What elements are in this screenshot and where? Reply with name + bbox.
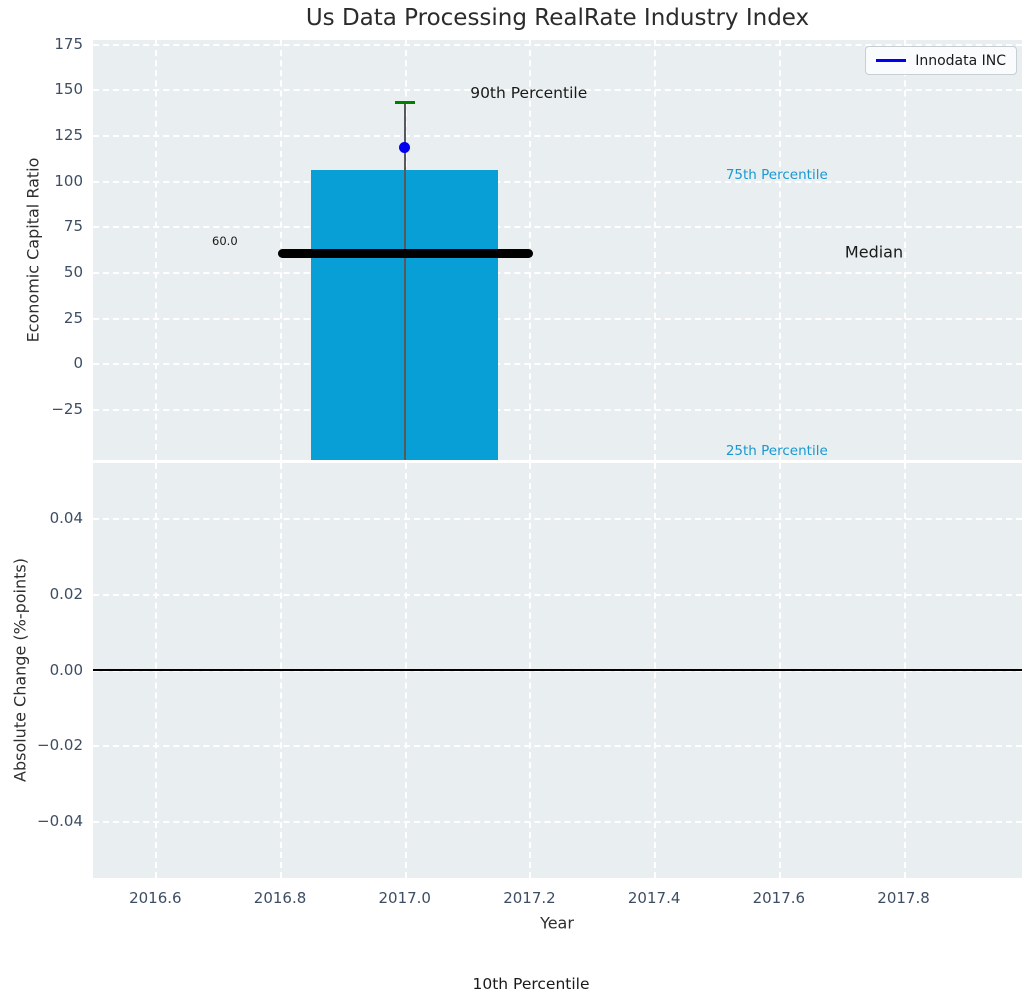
annotation-p25: 25th Percentile bbox=[725, 442, 828, 459]
gridline-vertical bbox=[654, 40, 657, 460]
x-tick-label: 2017.2 bbox=[503, 889, 556, 907]
zero-line bbox=[93, 668, 1022, 671]
gridline-horizontal bbox=[93, 317, 1022, 320]
gridline-vertical bbox=[903, 40, 906, 460]
y-tick-label: 0.04 bbox=[49, 508, 83, 527]
company-point-innodata bbox=[399, 142, 411, 154]
gridline-vertical bbox=[155, 40, 158, 460]
x-tick-label: 2017.6 bbox=[752, 889, 806, 907]
annotation-median-value: 60.0 bbox=[212, 233, 238, 248]
x-axis-label: Year bbox=[540, 913, 574, 933]
whisker-line bbox=[403, 102, 406, 460]
chart-title: Us Data Processing RealRate Industry Ind… bbox=[305, 5, 810, 31]
tenth-percentile-annotation: 10th Percentile bbox=[472, 975, 590, 993]
gridline-horizontal bbox=[93, 593, 1022, 596]
x-tick-label: 2017.0 bbox=[378, 889, 431, 907]
gridline-horizontal bbox=[93, 363, 1022, 366]
y-tick-label: 0.00 bbox=[49, 660, 83, 679]
median-line bbox=[278, 249, 534, 259]
legend-label: Innodata INC bbox=[915, 52, 1006, 69]
top-axes: 60.0 90th Percentile 75th Percentile Median… bbox=[93, 40, 1022, 460]
y-tick-label: −25 bbox=[51, 399, 83, 418]
annotation-p90: 90th Percentile bbox=[470, 83, 588, 102]
bottom-axes bbox=[93, 463, 1022, 878]
gridline-horizontal bbox=[93, 669, 1022, 672]
y-tick-label: 75 bbox=[63, 217, 83, 236]
legend: Innodata INC bbox=[865, 46, 1017, 75]
top-y-axis-label: Economic Capital Ratio bbox=[23, 157, 43, 343]
gridline-horizontal bbox=[93, 745, 1022, 748]
gridline-horizontal bbox=[93, 271, 1022, 274]
annotation-median: Median bbox=[844, 242, 904, 262]
gridline-horizontal bbox=[93, 821, 1022, 824]
x-tick-label: 2017.8 bbox=[877, 889, 930, 907]
legend-line-sample bbox=[876, 59, 907, 62]
gridline-horizontal bbox=[93, 408, 1022, 411]
y-tick-label: −0.04 bbox=[37, 812, 83, 831]
gridline-horizontal bbox=[93, 89, 1022, 92]
gridline-horizontal bbox=[93, 43, 1022, 46]
gridline-horizontal bbox=[93, 226, 1022, 229]
y-tick-label: −0.02 bbox=[37, 736, 83, 755]
y-tick-label: 100 bbox=[54, 171, 83, 190]
gridline-horizontal bbox=[93, 134, 1022, 137]
y-tick-label: 175 bbox=[54, 34, 83, 53]
gridline-vertical bbox=[778, 40, 781, 460]
y-tick-label: 0.02 bbox=[49, 584, 83, 603]
x-tick-label: 2017.4 bbox=[627, 889, 681, 907]
gridline-horizontal bbox=[93, 517, 1022, 520]
y-tick-label: 50 bbox=[63, 262, 83, 281]
whisker-cap-90th-percentile bbox=[394, 100, 415, 104]
x-tick-label: 2016.8 bbox=[253, 889, 307, 907]
y-tick-label: 0 bbox=[73, 354, 83, 373]
bottom-y-axis-label: Absolute Change (%-points) bbox=[10, 558, 30, 782]
annotation-p75: 75th Percentile bbox=[725, 167, 828, 184]
gridline-horizontal bbox=[93, 180, 1022, 183]
y-tick-label: 125 bbox=[54, 125, 83, 144]
y-tick-label: 25 bbox=[63, 308, 83, 327]
x-tick-label: 2016.6 bbox=[129, 889, 182, 907]
y-tick-label: 150 bbox=[54, 80, 83, 99]
